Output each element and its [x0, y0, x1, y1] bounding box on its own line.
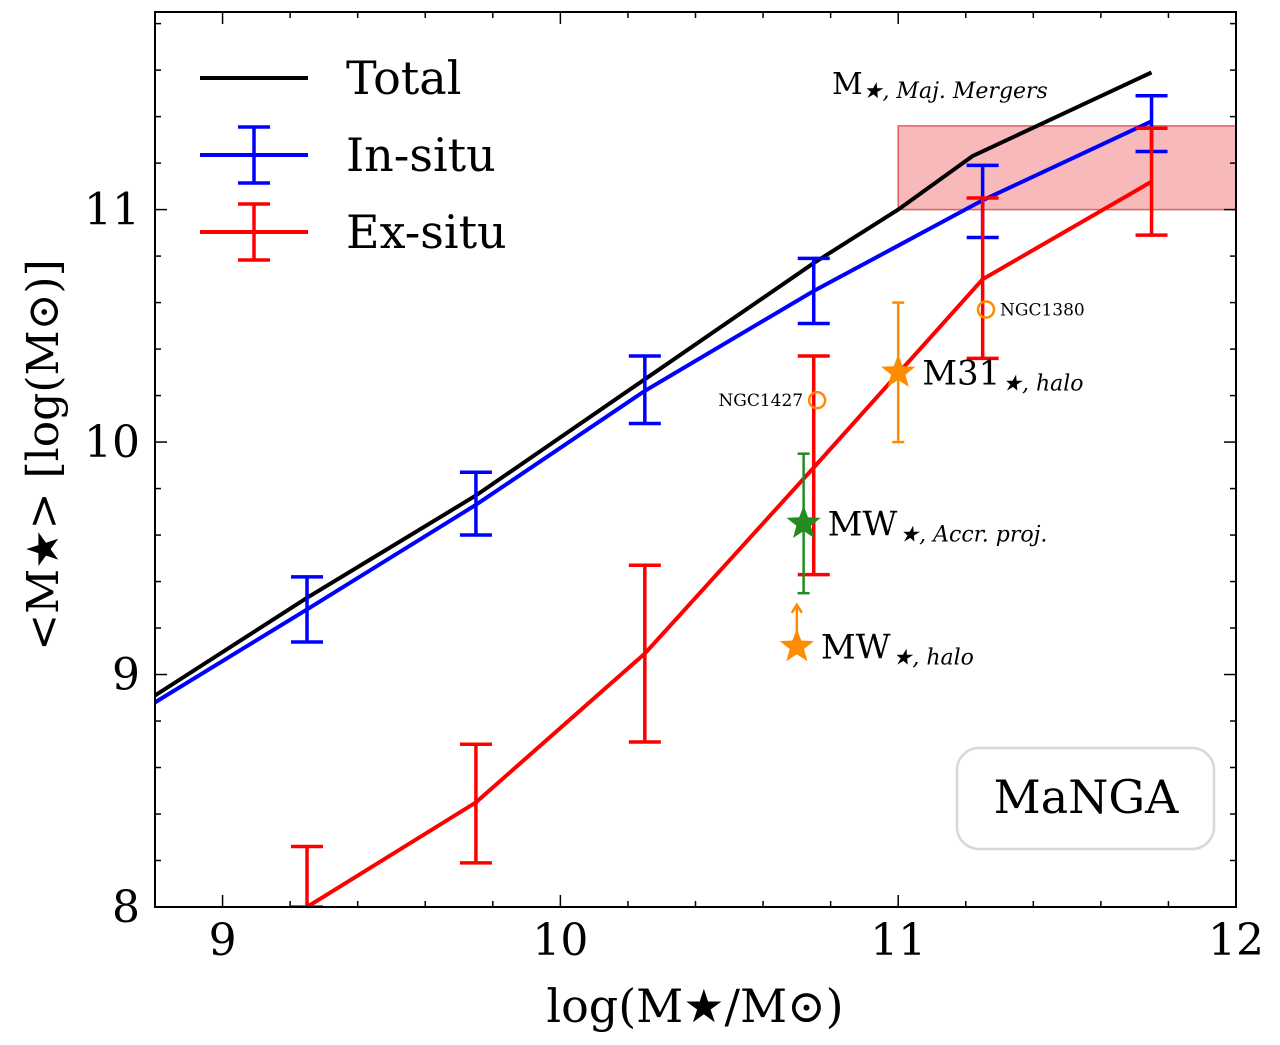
obs-arrow [790, 602, 803, 614]
x-tick-label: 12 [1208, 915, 1264, 966]
observation-mw: MW ★, halo [779, 602, 974, 671]
obs-star-marker [881, 354, 916, 387]
axes: 9 10 11 12 8 9 10 11 [84, 11, 1264, 966]
manga-label: MaNGA [994, 770, 1180, 824]
obs-label-sub: ★, halo [1002, 371, 1083, 396]
obs-label-sub: ★, halo [893, 646, 974, 671]
obs-star-marker [786, 505, 821, 538]
series-in-situ [155, 93, 1168, 705]
y-tick-label: 9 [112, 650, 140, 701]
series-total [155, 70, 1153, 698]
obs-label: NGC1427 [718, 391, 803, 411]
series-ex-situ [291, 126, 1168, 907]
plot-inner [155, 70, 1236, 907]
legend-label-ex-situ: Ex-situ [346, 205, 507, 259]
obs-star-marker [779, 628, 814, 662]
observation-ngc1380: NGC1380 [976, 300, 1085, 321]
legend-label-in-situ: In-situ [346, 128, 496, 182]
series-line-total [155, 70, 1153, 698]
y-tick-label: 10 [84, 417, 140, 468]
y-axis-label: <M★> [log(M⊙)] [18, 259, 69, 651]
series-line-ex-situ [305, 179, 1153, 907]
obs-label: NGC1380 [1000, 301, 1085, 321]
obs-label: M31 [922, 353, 1000, 393]
obs-circle-marker [807, 390, 827, 410]
legend-label-total: Total [346, 51, 461, 105]
x-tick-label: 11 [870, 915, 926, 966]
maj-mergers-label: M★, Maj. Mergers [832, 67, 1048, 104]
x-tick-label: 10 [532, 915, 588, 966]
legend: Total In-situ Ex-situ [200, 51, 507, 262]
maj-mergers-label-sub: ★, Maj. Mergers [863, 79, 1048, 104]
obs-label: MW [821, 628, 891, 668]
manga-box [955, 746, 1216, 851]
maj-mergers-label-main: M [832, 67, 863, 102]
y-tick-label: 8 [112, 882, 140, 933]
observation-ngc1427: NGC1427 [718, 390, 827, 411]
maj-mergers-region [897, 125, 1236, 211]
x-axis-label: log(M★/M⊙) [546, 979, 843, 1033]
obs-circle-marker [976, 300, 996, 319]
y-tick-label: 11 [84, 185, 140, 236]
observation-m31: M31 ★, halo [881, 301, 1084, 444]
x-tick-label: 9 [209, 915, 237, 966]
observation-mw: MW ★, Accr. proj. [786, 452, 1047, 595]
obs-label: MW [828, 504, 898, 544]
obs-label-sub: ★, Accr. proj. [899, 522, 1047, 547]
